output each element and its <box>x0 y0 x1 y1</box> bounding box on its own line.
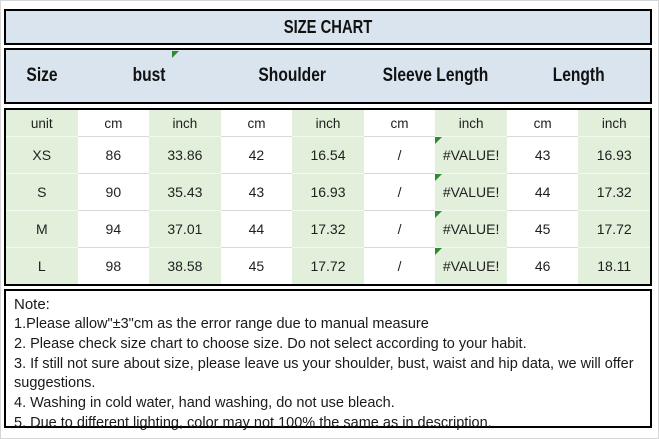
table-cell: 86 <box>77 136 150 173</box>
note-line-1: 1.Please allow"±3"cm as the error range … <box>14 316 429 332</box>
table-cell: / <box>363 210 436 247</box>
unit-cell: inch <box>292 110 364 136</box>
table-cell: 16.93 <box>292 173 364 210</box>
unit-cell: unit <box>6 110 78 136</box>
note-line-5: 5. Due to different lighting, color may … <box>14 414 492 431</box>
unit-cell: inch <box>149 110 221 136</box>
table-cell: 44 <box>220 210 293 247</box>
note-line-2: 2. Please check size chart to choose siz… <box>14 335 527 352</box>
notes-label: Note: <box>14 296 50 313</box>
table-cell-error: #VALUE! <box>435 210 507 247</box>
header-bust: bust <box>132 65 166 86</box>
table-cell-error: #VALUE! <box>435 173 507 210</box>
table-cell: 44 <box>506 173 579 210</box>
table-cell: 17.72 <box>292 247 364 284</box>
header-shoulder: Shoulder <box>258 65 326 86</box>
page-title: SIZE CHART <box>283 16 373 37</box>
table-cell-error: #VALUE! <box>435 136 507 173</box>
table-cell: 90 <box>77 173 150 210</box>
table-cell: 42 <box>220 136 293 173</box>
table-cell: 33.86 <box>149 136 221 173</box>
unit-cell: cm <box>363 110 436 136</box>
table-cell: 17.32 <box>578 173 650 210</box>
notes-section: Note: 1.Please allow"±3"cm as the error … <box>4 289 652 431</box>
header-sleeve-length: Sleeve Length <box>382 65 489 86</box>
size-table: unit cm inch cm inch cm inch cm inch XS … <box>4 108 652 286</box>
size-label-m: M <box>6 210 78 247</box>
table-cell-error: #VALUE! <box>435 247 507 284</box>
table-cell: 37.01 <box>149 210 221 247</box>
table-cell: 18.11 <box>578 247 650 284</box>
table-cell: 17.72 <box>578 210 650 247</box>
table-cell: 17.32 <box>292 210 364 247</box>
table-cell: 43 <box>506 136 579 173</box>
table-cell: 45 <box>506 210 579 247</box>
table-cell: / <box>363 173 436 210</box>
size-label-xs: XS <box>6 136 78 173</box>
note-line-4: 4. Washing in cold water, hand washing, … <box>14 395 395 412</box>
error-indicator-icon <box>172 51 179 58</box>
header-length: Length <box>552 65 605 86</box>
table-cell: / <box>363 136 436 173</box>
table-cell: 98 <box>77 247 150 284</box>
table-cell: 45 <box>220 247 293 284</box>
table-cell: 38.58 <box>149 247 221 284</box>
unit-cell: cm <box>506 110 579 136</box>
unit-cell: cm <box>77 110 150 136</box>
note-line-3: 3. If still not sure about size, please … <box>14 355 634 392</box>
unit-cell: cm <box>220 110 293 136</box>
table-cell: 16.93 <box>578 136 650 173</box>
table-cell: 43 <box>220 173 293 210</box>
unit-cell: inch <box>435 110 507 136</box>
title-bar: SIZE CHART <box>4 9 652 45</box>
size-label-s: S <box>6 173 78 210</box>
unit-cell: inch <box>578 110 650 136</box>
size-label-l: L <box>6 247 78 284</box>
header-size: Size <box>26 65 58 86</box>
table-cell: / <box>363 247 436 284</box>
table-cell: 16.54 <box>292 136 364 173</box>
table-cell: 46 <box>506 247 579 284</box>
table-header-row: Size bust Shoulder Sleeve Length Length <box>4 48 652 104</box>
table-cell: 35.43 <box>149 173 221 210</box>
table-cell: 94 <box>77 210 150 247</box>
